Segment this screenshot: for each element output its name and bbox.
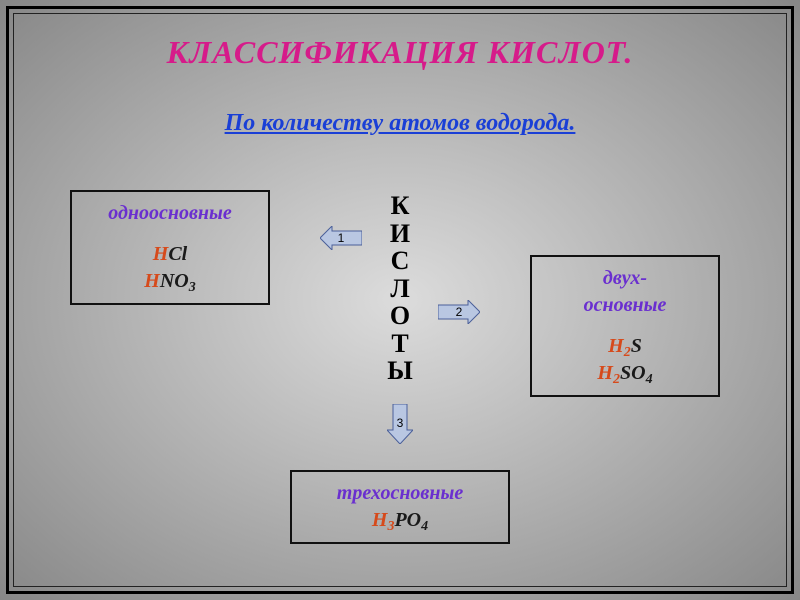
- center-letter: Л: [380, 275, 420, 303]
- subtitle: По количеству атомов водорода.: [0, 110, 800, 137]
- box-tribasic: трехосновные H3PO4: [290, 470, 510, 544]
- box-label: одноосновные: [82, 200, 258, 227]
- slide: КЛАССИФИКАЦИЯ КИСЛОТ. По количеству атом…: [0, 0, 800, 600]
- formula: HNO3: [82, 268, 258, 295]
- arrow-down: 3: [387, 404, 413, 444]
- arrow-number: 2: [438, 300, 480, 324]
- box-label: двух-основные: [542, 265, 708, 319]
- page-title: КЛАССИФИКАЦИЯ КИСЛОТ.: [0, 34, 800, 71]
- box-monobasic: одноосновные HCl HNO3: [70, 190, 270, 305]
- arrow-left: 1: [320, 226, 362, 250]
- arrow-number: 3: [387, 402, 413, 444]
- box-dibasic: двух-основные H2S H2SO4: [530, 255, 720, 397]
- arrow-right: 2: [438, 300, 480, 324]
- center-letter: К: [380, 192, 420, 220]
- center-letter: Ы: [380, 357, 420, 385]
- formula: H2SO4: [542, 360, 708, 387]
- formula: H2S: [542, 333, 708, 360]
- formula: H3PO4: [302, 507, 498, 534]
- center-letter: С: [380, 247, 420, 275]
- box-label: трехосновные: [302, 480, 498, 507]
- center-vertical-word: КИСЛОТЫ: [380, 192, 420, 385]
- center-letter: О: [380, 302, 420, 330]
- center-letter: Т: [380, 330, 420, 358]
- formula: HCl: [82, 241, 258, 268]
- arrow-number: 1: [320, 226, 362, 250]
- center-letter: И: [380, 220, 420, 248]
